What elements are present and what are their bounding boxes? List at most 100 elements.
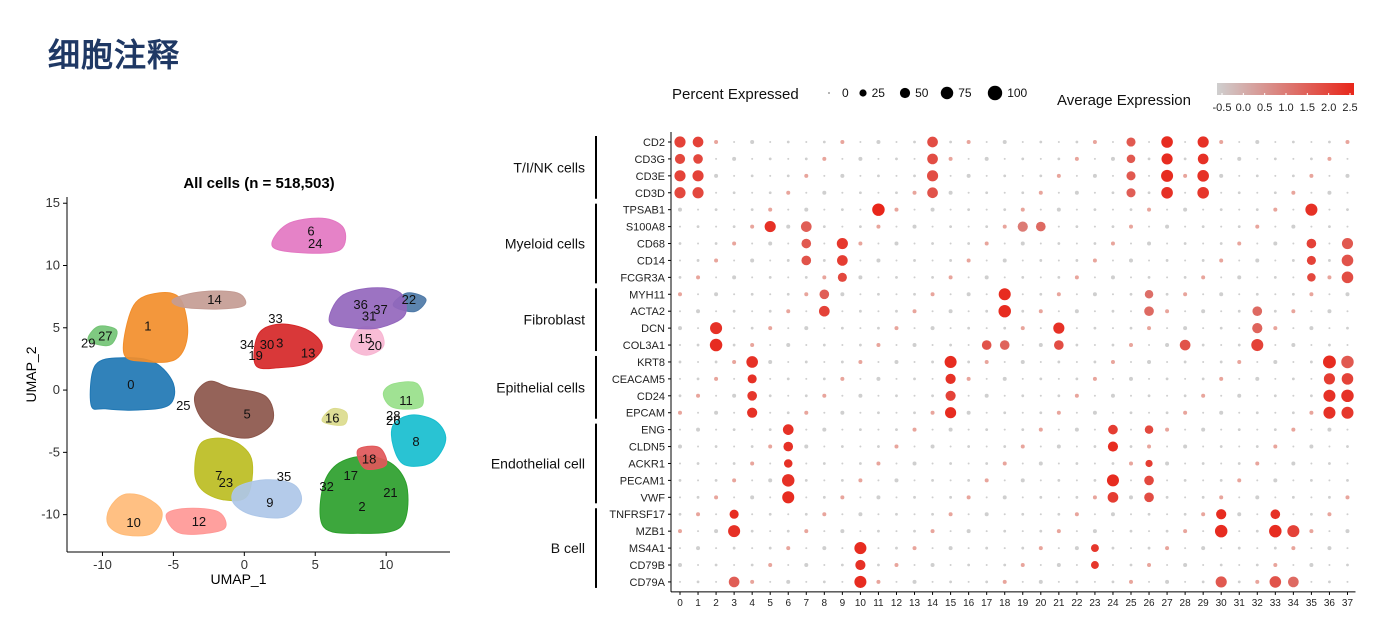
dot-CD68-1 [697, 242, 700, 245]
dot-EPCAM-14 [930, 410, 935, 415]
dot-CD3D-31 [1237, 191, 1241, 195]
dot-CD24-22 [1074, 393, 1079, 398]
dot-DCN-9 [840, 326, 844, 330]
dot-ENG-0 [679, 428, 681, 431]
dot-KRT8-17 [984, 359, 989, 364]
dot-TNFRSF17-23 [1093, 513, 1096, 516]
dot-MZB1-3 [728, 525, 741, 538]
dot-CD79B-5 [768, 563, 773, 567]
dot-MYH11-10 [859, 293, 862, 296]
dot-CD3G-33 [1273, 157, 1277, 161]
dot-CD24-34 [1292, 394, 1295, 397]
dot-TPSAB1-6 [787, 208, 790, 211]
dot-CEACAM5-3 [733, 377, 736, 380]
dot-PECAM1-13 [913, 479, 916, 482]
dot-ACTA2-29 [1201, 309, 1206, 314]
dot-ENG-6 [782, 424, 794, 435]
dot-S100A8-8 [822, 225, 826, 229]
dot-COL3A1-20 [1038, 343, 1043, 348]
dot-TPSAB1-2 [714, 208, 718, 212]
dot-CD2-4 [750, 140, 755, 144]
dot-VWF-37 [1345, 495, 1350, 500]
cluster-label: 20 [1035, 598, 1047, 609]
dot-PECAM1-24 [1106, 474, 1119, 487]
dot-KRT8-20 [1039, 360, 1042, 363]
dot-CD3D-9 [841, 191, 844, 194]
dot-CD68-25 [1130, 242, 1132, 245]
dot-PECAM1-5 [768, 478, 773, 483]
dot-S100A8-24 [1111, 225, 1115, 229]
dot-CD3E-26 [1148, 174, 1151, 177]
dot-CD3E-15 [949, 174, 952, 177]
dot-CEACAM5-29 [1201, 377, 1205, 381]
dot-MYH11-19 [1021, 293, 1024, 296]
dot-TPSAB1-19 [1020, 207, 1025, 212]
dot-VWF-12 [895, 496, 898, 499]
dot-S100A8-22 [1075, 225, 1079, 229]
dot-MZB1-15 [949, 530, 952, 533]
dot-CD2-19 [1021, 141, 1024, 143]
dot-MZB1-28 [1183, 529, 1188, 534]
dot-CD68-22 [1075, 242, 1078, 245]
dot-TPSAB1-26 [1147, 207, 1152, 212]
dot-CD79B-24 [1111, 564, 1114, 566]
dot-CEACAM5-6 [786, 377, 790, 381]
dot-CLDN5-10 [859, 445, 862, 448]
dot-TNFRSF17-7 [804, 512, 808, 516]
dot-CD3G-17 [984, 156, 989, 161]
dot-CLDN5-5 [768, 444, 773, 449]
dot-CLDN5-37 [1346, 445, 1349, 448]
dot-CEACAM5-31 [1238, 377, 1241, 380]
dot-CD3D-18 [1003, 191, 1006, 194]
dot-MS4A1-1 [696, 546, 701, 551]
dot-COL3A1-21 [1054, 340, 1064, 350]
gene-label: CD68 [637, 239, 665, 251]
dot-EPCAM-4 [747, 407, 758, 418]
dot-EPCAM-32 [1255, 411, 1259, 415]
dot-CEACAM5-33 [1274, 377, 1277, 380]
dot-ACTA2-0 [679, 310, 681, 313]
dot-CD3D-23 [1093, 191, 1096, 194]
dot-DCN-3 [733, 327, 736, 330]
dot-VWF-19 [1021, 496, 1024, 499]
dot-MYH11-26 [1144, 290, 1154, 299]
color-legend-label: 0.5 [1257, 102, 1272, 114]
dot-ENG-15 [948, 427, 953, 432]
dot-MYH11-1 [697, 293, 700, 296]
dot-CD79B-34 [1292, 564, 1295, 566]
dot-VWF-16 [966, 495, 971, 500]
umap-cluster-10 [106, 493, 163, 537]
dot-PECAM1-35 [1310, 479, 1313, 482]
dot-CD79A-36 [1328, 580, 1331, 584]
dot-ACTA2-32 [1252, 306, 1263, 317]
dot-EPCAM-18 [1003, 411, 1007, 415]
dot-TPSAB1-37 [1346, 208, 1349, 212]
dot-COL3A1-13 [912, 343, 917, 348]
dot-MS4A1-23 [1090, 544, 1099, 553]
dot-DCN-18 [1003, 326, 1007, 330]
dot-ACKR1-13 [912, 461, 917, 466]
dot-CLDN5-18 [1003, 445, 1007, 448]
umap-x-tick-label: 10 [379, 557, 393, 572]
dot-EPCAM-15 [945, 407, 957, 419]
gene-label: ACTA2 [630, 306, 665, 318]
dot-CD3D-16 [967, 191, 970, 194]
dot-CD24-9 [841, 394, 844, 397]
gene-label: CD2 [643, 137, 665, 149]
dot-PECAM1-17 [984, 478, 989, 483]
dot-CD24-5 [768, 394, 772, 398]
dot-CD3G-27 [1161, 153, 1173, 165]
umap-x-tick-label: -5 [168, 557, 180, 572]
umap-cluster-9 [231, 479, 302, 519]
dot-CD3D-21 [1057, 191, 1060, 194]
dot-CD79A-32 [1255, 579, 1260, 584]
dot-CD14-18 [1002, 258, 1007, 263]
dot-CEACAM5-23 [1092, 376, 1097, 381]
dot-CD2-5 [769, 141, 772, 143]
dot-ACKR1-35 [1310, 462, 1313, 465]
umap-label-25: 25 [176, 398, 190, 413]
dot-CD14-8 [822, 259, 826, 262]
dot-MS4A1-10 [854, 542, 867, 555]
dot-COL3A1-8 [822, 343, 826, 347]
dot-CD3D-10 [859, 191, 862, 195]
